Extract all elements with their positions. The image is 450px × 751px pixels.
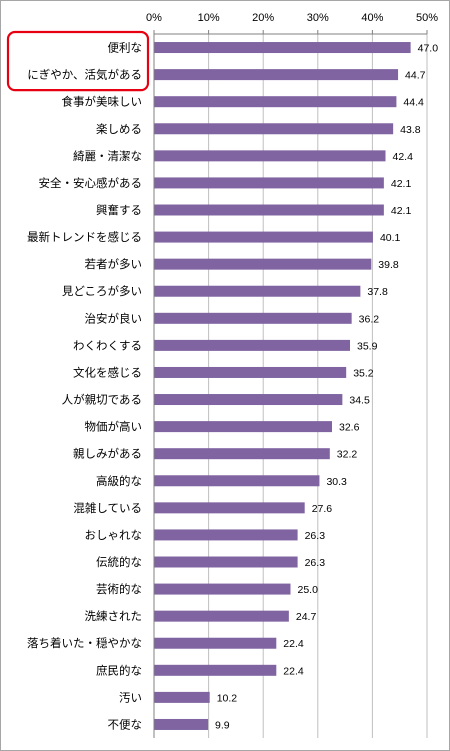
bar [154, 177, 384, 189]
category-label: 芸術的な [96, 582, 142, 596]
x-tick-label: 0% [146, 12, 162, 24]
data-label: 26.3 [305, 530, 326, 542]
bar [154, 556, 298, 568]
data-label: 30.3 [326, 476, 347, 488]
data-label: 26.3 [305, 557, 326, 569]
x-tick-label: 10% [198, 12, 220, 24]
bar [154, 664, 277, 676]
x-tick-label: 40% [361, 12, 383, 24]
bar [154, 231, 373, 243]
category-label: 綺麗・清潔な [73, 149, 142, 163]
category-label: 伝統的な [96, 555, 142, 569]
bar [154, 96, 397, 108]
bar [154, 366, 347, 378]
data-label: 40.1 [380, 232, 401, 244]
bar [154, 502, 305, 514]
bar [154, 637, 277, 649]
data-label: 22.4 [283, 665, 304, 677]
data-label: 42.1 [391, 205, 412, 217]
bar [154, 394, 343, 406]
category-label: 混雑している [73, 501, 142, 515]
category-label: 安全・安心感がある [39, 176, 143, 190]
category-label: 人が親切である [62, 393, 142, 407]
data-label: 22.4 [283, 638, 304, 650]
data-label: 44.4 [403, 97, 424, 109]
category-label: 見どころが多い [62, 284, 142, 298]
data-label: 34.5 [349, 395, 370, 407]
data-label: 27.6 [312, 503, 333, 515]
bar [154, 150, 386, 162]
category-label: 文化を感じる [73, 365, 142, 379]
data-label: 10.2 [217, 692, 238, 704]
axes [153, 30, 428, 738]
x-tick-label: 50% [416, 12, 438, 24]
bar [154, 123, 394, 135]
category-label: 物価が高い [85, 420, 143, 434]
data-label: 35.2 [353, 367, 374, 379]
category-label: 楽しめる [96, 122, 142, 136]
bar [154, 718, 209, 730]
category-label: にぎやか、活気がある [27, 68, 142, 82]
data-label: 39.8 [378, 259, 399, 271]
category-label: おしゃれな [85, 528, 143, 542]
category-label: 便利な [108, 41, 143, 55]
bar [154, 475, 320, 487]
labels: 0% 10% 20% 30% 40% 50% 便利な 47.0 にぎやか、活気がある 44.7 食事… [6, 12, 439, 731]
data-label: 47.0 [418, 43, 439, 55]
data-label: 32.6 [339, 422, 360, 434]
data-label: 37.8 [367, 286, 388, 298]
bar [154, 69, 399, 81]
bar [154, 42, 411, 54]
data-label: 36.2 [359, 313, 380, 325]
data-label: 32.2 [337, 449, 358, 461]
data-label: 43.8 [400, 124, 421, 136]
data-label: 24.7 [296, 611, 317, 623]
data-label: 25.0 [298, 584, 319, 596]
x-tick-label: 30% [307, 12, 329, 24]
bar [154, 583, 291, 595]
bar [154, 285, 361, 297]
data-label: 9.9 [215, 719, 230, 731]
data-label: 42.4 [393, 151, 414, 163]
category-label: 若者が多い [85, 257, 143, 271]
category-label: 汚い [119, 690, 142, 704]
bars [154, 42, 411, 730]
bar [154, 691, 210, 703]
category-label: 庶民的な [96, 663, 142, 677]
category-label: 治安が良い [85, 311, 143, 325]
data-label: 35.9 [357, 340, 378, 352]
category-label: 興奮する [96, 203, 142, 217]
bar [154, 529, 298, 541]
bar [154, 421, 332, 433]
bar [154, 339, 351, 351]
category-label: 親しみがある [73, 447, 142, 461]
category-label: 落ち着いた・穏やかな [27, 636, 142, 650]
bar [154, 312, 352, 324]
category-label: わくわくする [73, 338, 142, 352]
bar [154, 448, 330, 460]
highlight-box [6, 30, 150, 92]
bar [154, 258, 372, 270]
x-tick-label: 20% [252, 12, 274, 24]
gridlines [208, 34, 428, 738]
category-label: 最新トレンドを感じる [27, 230, 142, 244]
category-label: 高級的な [96, 474, 142, 488]
data-label: 42.1 [391, 178, 412, 190]
category-label: 洗練された [85, 609, 143, 623]
category-label: 不便な [108, 717, 143, 731]
data-label: 44.7 [405, 70, 426, 82]
category-label: 食事が美味しい [62, 95, 143, 109]
bar [154, 204, 384, 216]
bar [154, 610, 289, 622]
